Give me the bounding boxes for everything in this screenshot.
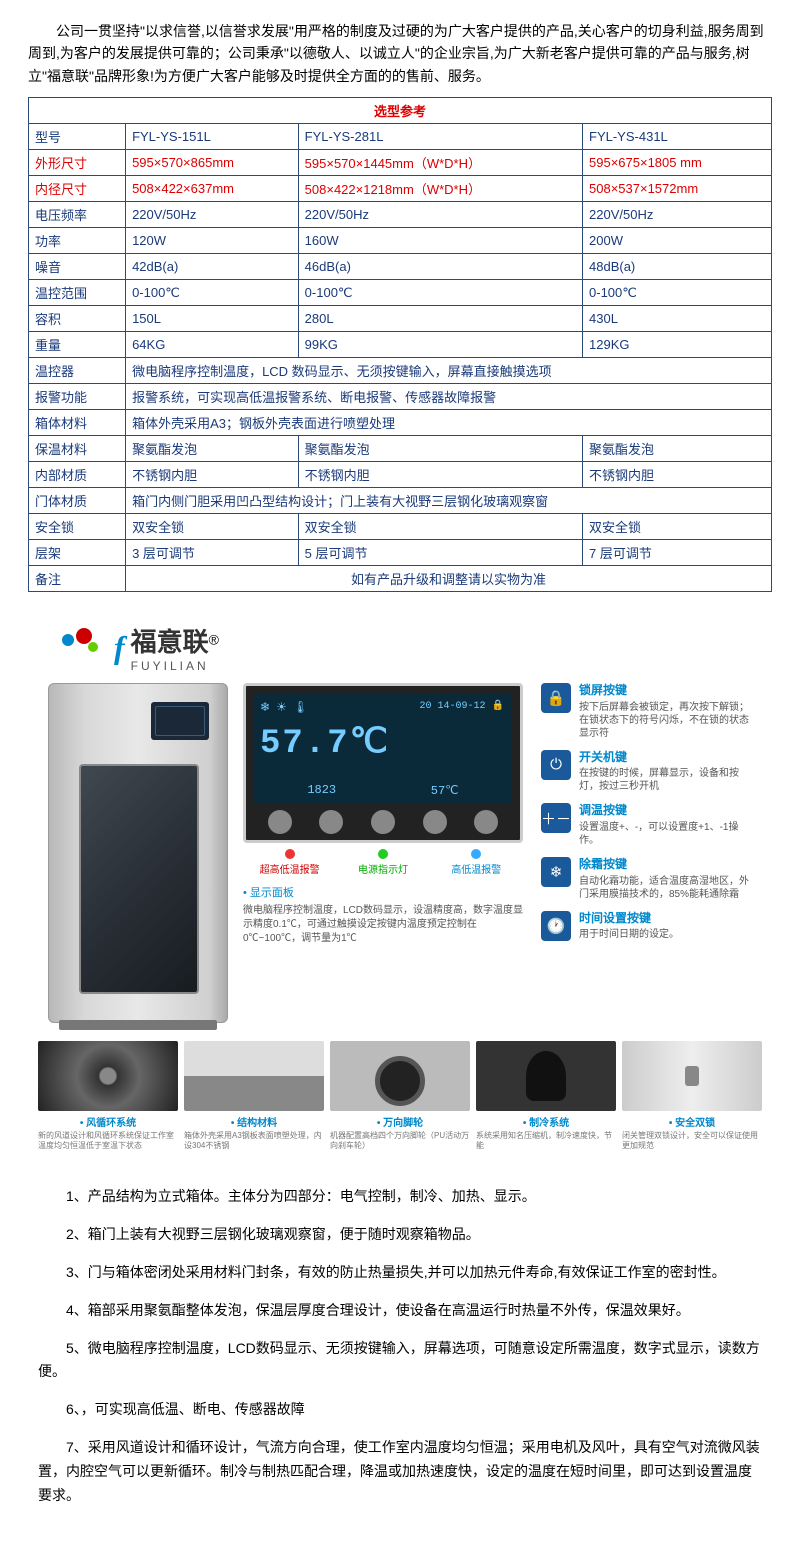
row-label: 温控器 bbox=[29, 358, 126, 384]
thumb-desc: 闭关管理双锁设计，安全可以保证使用更加规范 bbox=[622, 1131, 762, 1150]
lcd-temp: 57.7℃ bbox=[260, 721, 506, 763]
feature-item: 6、，可实现高低温、断电、传感器故障 bbox=[38, 1398, 762, 1422]
row-label: 噪音 bbox=[29, 254, 126, 280]
button-title: 时间设置按键 bbox=[579, 911, 679, 927]
button-title: 锁屏按键 bbox=[579, 683, 752, 699]
button-icon: ＋－ bbox=[541, 803, 571, 833]
row-label: 报警功能 bbox=[29, 384, 126, 410]
thumb-image bbox=[622, 1041, 762, 1111]
brand-logo: f 福意联® FUYILIAN bbox=[58, 622, 772, 673]
button-guide: 🔒 锁屏按键按下后屏幕会被锁定，再次按下解锁；在锁状态下的符号闪烁，不在锁的状态显… bbox=[541, 683, 752, 951]
row-label: 重量 bbox=[29, 332, 126, 358]
button-icon: ❄ bbox=[541, 857, 571, 887]
thumb-image bbox=[184, 1041, 324, 1111]
thumb-image bbox=[330, 1041, 470, 1111]
thumb-item: • 万向脚轮机器配置高档四个万向脚轮（PU活动万向刹车轮） bbox=[330, 1041, 470, 1150]
alarm-indicators: 超高低温报警 电源指示灯 高低温报警 bbox=[243, 849, 523, 876]
spec-table: 选型参考 型号FYL-YS-151LFYL-YS-281LFYL-YS-431L… bbox=[28, 97, 772, 592]
thumb-label: • 风循环系统 bbox=[38, 1114, 178, 1129]
thumb-label: • 结构材料 bbox=[184, 1114, 324, 1129]
cabinet-image bbox=[48, 683, 228, 1023]
thumb-desc: 系统采用知名压缩机，制冷速度快，节能 bbox=[476, 1131, 616, 1150]
row-label: 外形尺寸 bbox=[29, 150, 126, 176]
row-label: 功率 bbox=[29, 228, 126, 254]
feature-item: 7、采用风道设计和循环设计，气流方向合理，使工作室内温度均匀恒温；采用电机及风叶… bbox=[38, 1436, 762, 1507]
button-guide-item: ＋－ 调温按键设置温度+、-，可以设置度+1、-1操作。 bbox=[541, 803, 752, 847]
thumb-item: • 安全双锁闭关管理双锁设计，安全可以保证使用更加规范 bbox=[622, 1041, 762, 1150]
thumb-label: • 安全双锁 bbox=[622, 1114, 762, 1129]
button-icon: 🕐 bbox=[541, 911, 571, 941]
row-label: 安全锁 bbox=[29, 514, 126, 540]
feature-item: 2、箱门上装有大视野三层钢化玻璃观察窗，便于随时观察箱物品。 bbox=[38, 1223, 762, 1247]
button-icon: ⏻ bbox=[541, 750, 571, 780]
row-label: 层架 bbox=[29, 540, 126, 566]
button-desc: 自动化霜功能，适合温度高湿地区，外门采用膜描技术的，85%能耗通除霜 bbox=[579, 875, 752, 901]
feature-item: 1、产品结构为立式箱体。主体分为四部分：电气控制，制冷、加热、显示。 bbox=[38, 1185, 762, 1209]
thumb-desc: 机器配置高档四个万向脚轮（PU活动万向刹车轮） bbox=[330, 1131, 470, 1150]
product-showcase: f 福意联® FUYILIAN ❄☀🌡 20 14-09-1 bbox=[28, 612, 772, 1165]
logo-f-icon: f bbox=[114, 629, 125, 666]
button-desc: 设置温度+、-，可以设置度+1、-1操作。 bbox=[579, 821, 752, 847]
table-title: 选型参考 bbox=[29, 98, 772, 124]
button-guide-item: 🔒 锁屏按键按下后屏幕会被锁定，再次按下解锁；在锁状态下的符号闪烁，不在锁的状态显… bbox=[541, 683, 752, 740]
brand-en: FUYILIAN bbox=[131, 659, 219, 673]
button-title: 除霜按键 bbox=[579, 857, 752, 873]
row-label: 箱体材料 bbox=[29, 410, 126, 436]
lcd-panel: ❄☀🌡 20 14-09-12 🔒 57.7℃ 182357℃ 超高低温报警 电… bbox=[243, 683, 523, 951]
row-label: 保温材料 bbox=[29, 436, 126, 462]
feature-item: 4、箱部采用聚氨酯整体发泡，保温层厚度合理设计，使设备在高温运行时热量不外传，保… bbox=[38, 1299, 762, 1323]
thumb-item: • 风循环系统新的风道设计和风循环系统保证工作室温度均匀恒温低于室温下状态 bbox=[38, 1041, 178, 1150]
row-label: 内径尺寸 bbox=[29, 176, 126, 202]
panel-desc-text: 微电脑程序控制温度，LCD数码显示，设温精度高，数字温度显示精度0.1℃，可通过… bbox=[243, 904, 523, 946]
feature-item: 5、微电脑程序控制温度，LCD数码显示、无须按键输入，屏幕选项，可随意设定所需温… bbox=[38, 1337, 762, 1385]
row-label: 内部材质 bbox=[29, 462, 126, 488]
button-desc: 在按键的时候，屏幕显示，设备和按灯，按过三秒开机 bbox=[579, 767, 752, 793]
thumb-image bbox=[476, 1041, 616, 1111]
button-title: 调温按键 bbox=[579, 803, 752, 819]
button-desc: 用于时间日期的设定。 bbox=[579, 928, 679, 941]
thumb-desc: 箱体外壳采用A3钢板表面喷塑处理，内设304不锈钢 bbox=[184, 1131, 324, 1150]
feature-item: 3、门与箱体密闭处采用材料门封条，有效的防止热量损失,并可以加热元件寿命,有效保… bbox=[38, 1261, 762, 1285]
intro-text: 公司一贯坚持"以求信誉,以信誉求发展"用严格的制度及过硬的为广大客户提供的产品,… bbox=[28, 20, 772, 87]
feature-list: 1、产品结构为立式箱体。主体分为四部分：电气控制，制冷、加热、显示。 2、箱门上装… bbox=[28, 1165, 772, 1507]
brand-reg: ® bbox=[209, 632, 219, 648]
row-label: 温控范围 bbox=[29, 280, 126, 306]
thumb-label: • 制冷系统 bbox=[476, 1114, 616, 1129]
row-label: 容积 bbox=[29, 306, 126, 332]
button-desc: 按下后屏幕会被锁定，再次按下解锁；在锁状态下的符号闪烁，不在锁的状态显示符 bbox=[579, 701, 752, 740]
feature-thumbnails: • 风循环系统新的风道设计和风循环系统保证工作室温度均匀恒温低于室温下状态• 结… bbox=[28, 1041, 772, 1150]
button-icon: 🔒 bbox=[541, 683, 571, 713]
thumb-item: • 结构材料箱体外壳采用A3钢板表面喷塑处理，内设304不锈钢 bbox=[184, 1041, 324, 1150]
row-label: 电压频率 bbox=[29, 202, 126, 228]
button-guide-item: 🕐 时间设置按键用于时间日期的设定。 bbox=[541, 911, 752, 942]
lcd-date: 20 14-09-12 🔒 bbox=[420, 700, 504, 712]
thumb-label: • 万向脚轮 bbox=[330, 1114, 470, 1129]
brand-cn: 福意联 bbox=[131, 627, 209, 657]
thumb-item: • 制冷系统系统采用知名压缩机，制冷速度快，节能 bbox=[476, 1041, 616, 1150]
row-label: 门体材质 bbox=[29, 488, 126, 514]
row-label: 型号 bbox=[29, 124, 126, 150]
button-guide-item: ⏻ 开关机键在按键的时候，屏幕显示，设备和按灯，按过三秒开机 bbox=[541, 750, 752, 794]
button-title: 开关机键 bbox=[579, 750, 752, 766]
thumb-desc: 新的风道设计和风循环系统保证工作室温度均匀恒温低于室温下状态 bbox=[38, 1131, 178, 1150]
row-label: 备注 bbox=[29, 566, 126, 592]
button-guide-item: ❄ 除霜按键自动化霜功能，适合温度高湿地区，外门采用膜描技术的，85%能耗通除霜 bbox=[541, 857, 752, 901]
panel-desc-title: • 显示面板 bbox=[243, 886, 523, 901]
thumb-image bbox=[38, 1041, 178, 1111]
